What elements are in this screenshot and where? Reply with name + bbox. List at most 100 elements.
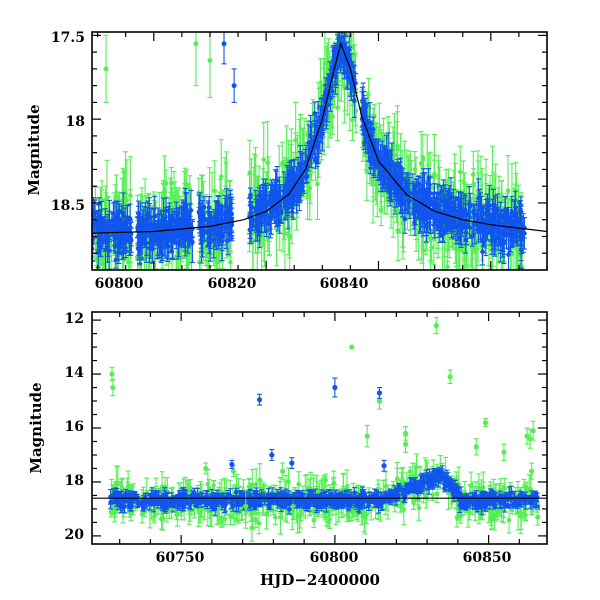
marker — [322, 61, 328, 66]
data-point-942 — [213, 211, 219, 251]
marker — [248, 192, 253, 198]
marker — [135, 246, 141, 251]
data-point-580 — [444, 250, 450, 270]
data-point-821 — [149, 233, 155, 264]
marker — [228, 205, 233, 211]
marker — [400, 220, 406, 226]
marker — [197, 259, 202, 265]
marker — [259, 233, 264, 239]
data-point-145 — [168, 167, 174, 200]
marker — [505, 188, 511, 193]
marker — [167, 220, 172, 225]
marker — [163, 181, 169, 186]
marker — [147, 221, 152, 227]
marker — [136, 224, 141, 230]
marker — [211, 237, 217, 242]
marker — [432, 171, 437, 177]
data-point-727 — [119, 205, 125, 245]
marker — [96, 221, 102, 227]
marker — [378, 208, 384, 213]
marker — [308, 171, 313, 176]
marker — [315, 181, 320, 187]
data-point-874 — [166, 202, 172, 243]
marker — [102, 220, 107, 226]
data-point-865 — [155, 215, 161, 257]
marker — [206, 227, 211, 232]
marker — [163, 224, 168, 230]
marker — [395, 146, 400, 152]
marker — [117, 217, 122, 222]
data-point-736 — [122, 220, 128, 254]
marker — [172, 229, 178, 235]
marker — [141, 222, 147, 228]
data-point-721 — [105, 219, 111, 257]
marker — [161, 217, 166, 222]
data-point-734 — [116, 227, 122, 247]
marker — [159, 245, 165, 251]
data-point-955 — [211, 220, 217, 259]
data-point-960 — [223, 206, 229, 249]
marker — [119, 222, 125, 228]
marker — [265, 160, 270, 165]
marker — [204, 253, 210, 259]
marker — [126, 260, 131, 265]
marker — [392, 152, 397, 158]
data-point-870 — [163, 207, 169, 247]
marker — [213, 228, 219, 233]
marker — [218, 174, 224, 179]
marker — [169, 181, 174, 186]
data-point-958 — [199, 214, 205, 258]
marker — [343, 6, 348, 11]
marker — [395, 208, 401, 213]
marker — [152, 224, 158, 229]
marker — [97, 239, 103, 245]
data-point-826 — [147, 202, 153, 245]
marker — [200, 233, 205, 239]
marker — [161, 190, 166, 196]
data-point-129 — [163, 169, 169, 198]
marker — [128, 193, 133, 199]
data-point-851 — [175, 225, 181, 260]
data-point-589 — [400, 198, 406, 248]
marker — [111, 226, 117, 232]
marker — [93, 222, 99, 227]
marker — [279, 161, 285, 166]
data-point-624 — [471, 168, 477, 200]
data-point-375 — [330, 104, 336, 129]
marker — [155, 233, 161, 239]
data-point-858 — [135, 236, 141, 261]
marker — [95, 250, 101, 255]
data-point-730 — [127, 203, 133, 234]
marker — [285, 230, 291, 236]
marker — [457, 169, 463, 175]
marker — [206, 205, 212, 210]
marker — [111, 211, 116, 216]
marker — [170, 218, 176, 223]
data-point-729 — [113, 215, 119, 247]
marker — [180, 213, 186, 218]
data-point-872 — [143, 224, 149, 244]
marker — [150, 246, 155, 251]
marker — [312, 158, 318, 164]
marker — [215, 259, 220, 264]
marker — [215, 200, 221, 205]
data-point-957 — [206, 212, 212, 247]
data-point-959 — [215, 195, 221, 210]
marker — [156, 224, 162, 230]
marker — [139, 239, 145, 244]
marker — [127, 216, 133, 221]
marker — [92, 214, 96, 220]
marker — [350, 117, 355, 123]
marker — [122, 234, 128, 240]
marker — [330, 114, 335, 119]
marker — [163, 208, 169, 214]
marker — [335, 105, 340, 110]
marker — [143, 231, 149, 237]
marker — [171, 195, 177, 201]
marker — [104, 195, 110, 200]
marker — [196, 209, 202, 215]
marker — [117, 234, 122, 239]
marker — [212, 188, 218, 194]
marker — [187, 223, 192, 229]
